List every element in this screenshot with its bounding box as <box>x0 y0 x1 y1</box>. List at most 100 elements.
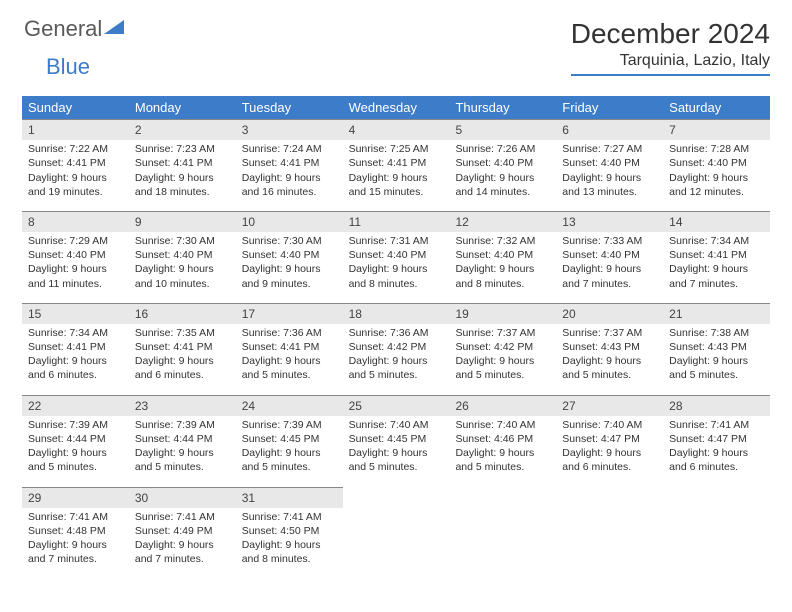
sunrise-line: Sunrise: 7:29 AM <box>28 234 123 248</box>
day-number: 11 <box>343 211 450 232</box>
day-body: Sunrise: 7:33 AMSunset: 4:40 PMDaylight:… <box>556 232 663 295</box>
day-body: Sunrise: 7:37 AMSunset: 4:43 PMDaylight:… <box>556 324 663 387</box>
day-cell: 15Sunrise: 7:34 AMSunset: 4:41 PMDayligh… <box>22 303 129 387</box>
sunrise-line: Sunrise: 7:39 AM <box>242 418 337 432</box>
week-row: 8Sunrise: 7:29 AMSunset: 4:40 PMDaylight… <box>22 211 770 295</box>
day-number: 8 <box>22 211 129 232</box>
sunset-line: Sunset: 4:42 PM <box>455 340 550 354</box>
sunset-line: Sunset: 4:40 PM <box>349 248 444 262</box>
day-cell: 28Sunrise: 7:41 AMSunset: 4:47 PMDayligh… <box>663 395 770 479</box>
day-body: Sunrise: 7:39 AMSunset: 4:45 PMDaylight:… <box>236 416 343 479</box>
day-body: Sunrise: 7:34 AMSunset: 4:41 PMDaylight:… <box>22 324 129 387</box>
sunset-line: Sunset: 4:50 PM <box>242 524 337 538</box>
day-number: 28 <box>663 395 770 416</box>
day-body: Sunrise: 7:41 AMSunset: 4:48 PMDaylight:… <box>22 508 129 571</box>
day-body: Sunrise: 7:39 AMSunset: 4:44 PMDaylight:… <box>22 416 129 479</box>
day-number: 22 <box>22 395 129 416</box>
logo-text-1: General <box>24 18 102 40</box>
weekday-thursday: Thursday <box>449 96 556 119</box>
sunset-line: Sunset: 4:41 PM <box>349 156 444 170</box>
week-row: 1Sunrise: 7:22 AMSunset: 4:41 PMDaylight… <box>22 119 770 203</box>
sunset-line: Sunset: 4:49 PM <box>135 524 230 538</box>
day-cell: 8Sunrise: 7:29 AMSunset: 4:40 PMDaylight… <box>22 211 129 295</box>
weekday-saturday: Saturday <box>663 96 770 119</box>
sunrise-line: Sunrise: 7:39 AM <box>135 418 230 432</box>
weekday-wednesday: Wednesday <box>343 96 450 119</box>
logo-text-2: Blue <box>46 56 90 78</box>
month-title: December 2024 <box>571 18 770 50</box>
day-number: 31 <box>236 487 343 508</box>
daylight-line: Daylight: 9 hours and 5 minutes. <box>349 446 444 474</box>
daylight-line: Daylight: 9 hours and 5 minutes. <box>562 354 657 382</box>
logo: General <box>22 18 124 40</box>
day-number: 4 <box>343 119 450 140</box>
sunrise-line: Sunrise: 7:40 AM <box>562 418 657 432</box>
day-number: 10 <box>236 211 343 232</box>
day-number: 20 <box>556 303 663 324</box>
sunset-line: Sunset: 4:46 PM <box>455 432 550 446</box>
daylight-line: Daylight: 9 hours and 8 minutes. <box>455 262 550 290</box>
daylight-line: Daylight: 9 hours and 12 minutes. <box>669 171 764 199</box>
daylight-line: Daylight: 9 hours and 5 minutes. <box>455 446 550 474</box>
daylight-line: Daylight: 9 hours and 8 minutes. <box>242 538 337 566</box>
daylight-line: Daylight: 9 hours and 7 minutes. <box>669 262 764 290</box>
sunset-line: Sunset: 4:41 PM <box>135 156 230 170</box>
day-cell: 3Sunrise: 7:24 AMSunset: 4:41 PMDaylight… <box>236 119 343 203</box>
day-cell: 23Sunrise: 7:39 AMSunset: 4:44 PMDayligh… <box>129 395 236 479</box>
sunset-line: Sunset: 4:40 PM <box>28 248 123 262</box>
sunset-line: Sunset: 4:47 PM <box>669 432 764 446</box>
day-number: 5 <box>449 119 556 140</box>
sunrise-line: Sunrise: 7:41 AM <box>669 418 764 432</box>
day-body: Sunrise: 7:24 AMSunset: 4:41 PMDaylight:… <box>236 140 343 203</box>
sunrise-line: Sunrise: 7:39 AM <box>28 418 123 432</box>
day-number: 25 <box>343 395 450 416</box>
sunrise-line: Sunrise: 7:38 AM <box>669 326 764 340</box>
day-cell: 10Sunrise: 7:30 AMSunset: 4:40 PMDayligh… <box>236 211 343 295</box>
day-body: Sunrise: 7:37 AMSunset: 4:42 PMDaylight:… <box>449 324 556 387</box>
sunrise-line: Sunrise: 7:27 AM <box>562 142 657 156</box>
daylight-line: Daylight: 9 hours and 5 minutes. <box>28 446 123 474</box>
day-number: 12 <box>449 211 556 232</box>
weekday-header: SundayMondayTuesdayWednesdayThursdayFrid… <box>22 96 770 119</box>
title-block: December 2024 Tarquinia, Lazio, Italy <box>571 18 770 76</box>
day-body: Sunrise: 7:26 AMSunset: 4:40 PMDaylight:… <box>449 140 556 203</box>
sunset-line: Sunset: 4:40 PM <box>455 248 550 262</box>
day-number: 13 <box>556 211 663 232</box>
day-cell: 7Sunrise: 7:28 AMSunset: 4:40 PMDaylight… <box>663 119 770 203</box>
day-body: Sunrise: 7:35 AMSunset: 4:41 PMDaylight:… <box>129 324 236 387</box>
day-body: Sunrise: 7:25 AMSunset: 4:41 PMDaylight:… <box>343 140 450 203</box>
sunrise-line: Sunrise: 7:22 AM <box>28 142 123 156</box>
day-cell: 21Sunrise: 7:38 AMSunset: 4:43 PMDayligh… <box>663 303 770 387</box>
day-number: 1 <box>22 119 129 140</box>
sunrise-line: Sunrise: 7:37 AM <box>562 326 657 340</box>
daylight-line: Daylight: 9 hours and 5 minutes. <box>349 354 444 382</box>
day-number: 19 <box>449 303 556 324</box>
sunrise-line: Sunrise: 7:37 AM <box>455 326 550 340</box>
day-cell: 25Sunrise: 7:40 AMSunset: 4:45 PMDayligh… <box>343 395 450 479</box>
day-number: 27 <box>556 395 663 416</box>
sunrise-line: Sunrise: 7:26 AM <box>455 142 550 156</box>
weekday-sunday: Sunday <box>22 96 129 119</box>
day-cell: 2Sunrise: 7:23 AMSunset: 4:41 PMDaylight… <box>129 119 236 203</box>
daylight-line: Daylight: 9 hours and 6 minutes. <box>28 354 123 382</box>
calendar-body: 1Sunrise: 7:22 AMSunset: 4:41 PMDaylight… <box>22 119 770 570</box>
daylight-line: Daylight: 9 hours and 14 minutes. <box>455 171 550 199</box>
sunrise-line: Sunrise: 7:35 AM <box>135 326 230 340</box>
day-body: Sunrise: 7:40 AMSunset: 4:46 PMDaylight:… <box>449 416 556 479</box>
day-body: Sunrise: 7:41 AMSunset: 4:47 PMDaylight:… <box>663 416 770 479</box>
sunset-line: Sunset: 4:48 PM <box>28 524 123 538</box>
day-body: Sunrise: 7:40 AMSunset: 4:47 PMDaylight:… <box>556 416 663 479</box>
calendar: SundayMondayTuesdayWednesdayThursdayFrid… <box>22 96 770 570</box>
day-body: Sunrise: 7:22 AMSunset: 4:41 PMDaylight:… <box>22 140 129 203</box>
sunset-line: Sunset: 4:45 PM <box>242 432 337 446</box>
sunset-line: Sunset: 4:40 PM <box>562 156 657 170</box>
sunrise-line: Sunrise: 7:32 AM <box>455 234 550 248</box>
day-number: 7 <box>663 119 770 140</box>
sunrise-line: Sunrise: 7:41 AM <box>242 510 337 524</box>
sunrise-line: Sunrise: 7:31 AM <box>349 234 444 248</box>
day-cell: 24Sunrise: 7:39 AMSunset: 4:45 PMDayligh… <box>236 395 343 479</box>
sunset-line: Sunset: 4:40 PM <box>135 248 230 262</box>
sunset-line: Sunset: 4:44 PM <box>28 432 123 446</box>
day-number: 17 <box>236 303 343 324</box>
sunset-line: Sunset: 4:47 PM <box>562 432 657 446</box>
